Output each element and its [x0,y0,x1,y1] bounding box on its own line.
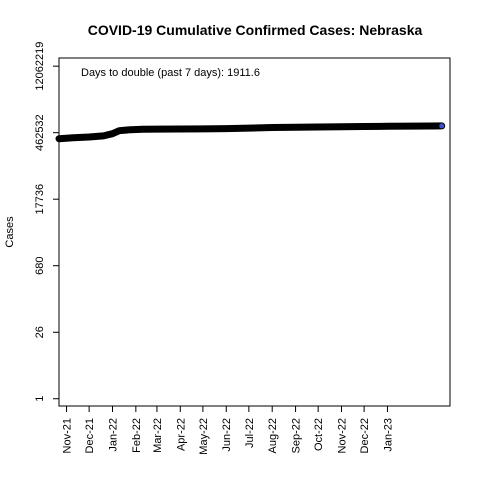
x-tick-label: Feb-22 [131,418,143,453]
series-line [55,122,446,143]
series-layer [55,122,446,143]
y-tick-label: 462532 [34,114,46,151]
x-tick-label: Aug-22 [267,418,279,453]
x-axis: Nov-21 Dec-21 Jan-22 Feb-22 Mar-22 Apr-22 May-… [62,405,394,455]
y-tick-label: 1 [34,396,46,402]
y-axis: 1 26 680 17736 462532 12062219 [34,42,60,402]
x-tick-label: Dec-21 [84,418,96,453]
x-tick-label: Sep-22 [291,418,303,453]
chart-title: COVID-19 Cumulative Confirmed Cases: Neb… [88,22,423,38]
x-tick-label: Jan-22 [107,418,119,452]
x-tick-label: Nov-22 [337,418,349,453]
x-tick-label: Jan-23 [382,418,394,452]
x-tick-label: Jun-22 [221,418,233,452]
series-end-point [439,123,445,129]
y-tick-label: 26 [34,326,46,338]
y-tick-label: 680 [34,257,46,275]
doubling-annotation: Days to double (past 7 days): 1911.6 [81,67,260,79]
y-tick-label: 17736 [34,184,46,215]
x-tick-label: Jul-22 [244,418,256,448]
x-tick-label: Apr-22 [175,418,187,451]
x-tick-label: Mar-22 [152,418,164,453]
x-tick-label: May-22 [198,418,210,455]
y-tick-label: 12062219 [34,42,46,91]
plot-frame [58,57,451,407]
x-tick-label: Nov-21 [62,418,74,453]
x-tick-label: Oct-22 [313,418,325,451]
y-axis-label: Cases [4,216,16,248]
x-tick-label: Dec-22 [359,418,371,453]
